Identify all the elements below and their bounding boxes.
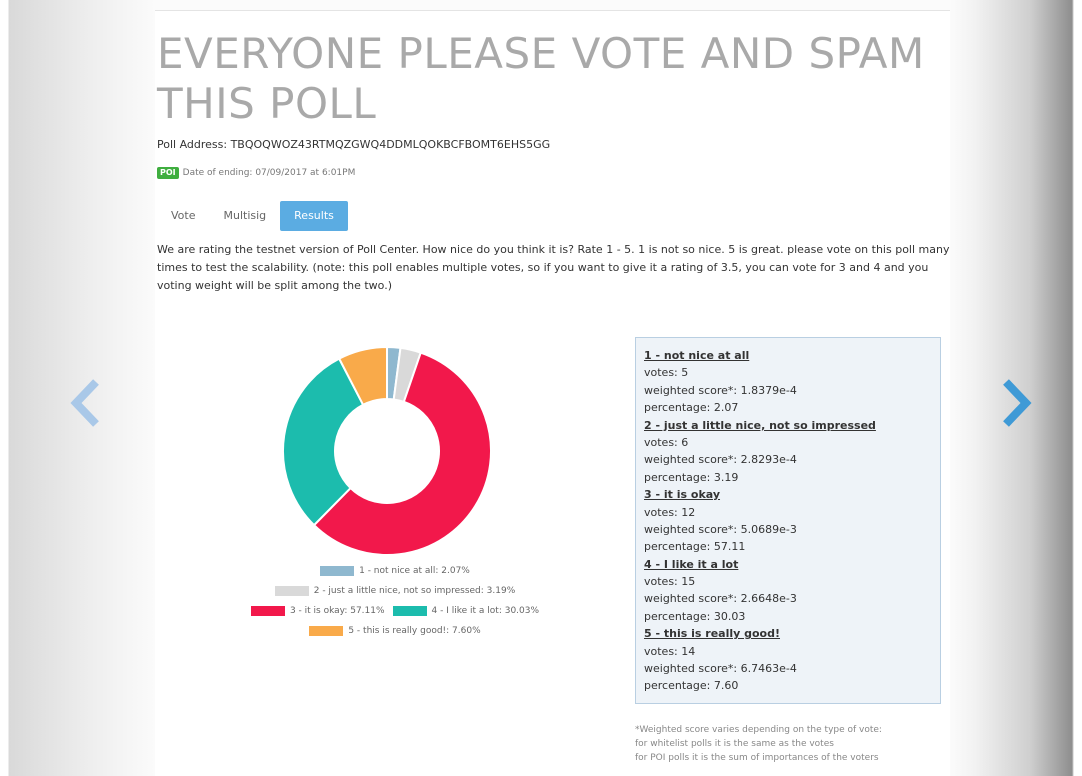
poll-title: EVERYONE PLEASE VOTE AND SPAM THIS POLL: [157, 29, 925, 128]
legend-item-4: 4 - I like it a lot: 30.03%: [392, 606, 540, 616]
legend-swatch-5: [309, 626, 344, 636]
footnote-line-2: for whitelist polls it is the same as th…: [635, 739, 834, 749]
result-votes-1: votes: 5: [644, 366, 689, 380]
result-percentage-1: percentage: 2.07: [644, 401, 739, 415]
result-option-1: 1 - not nice at all votes: 5 weighted sc…: [644, 347, 932, 417]
weighted-score-footnote: *Weighted score varies depending on the …: [635, 723, 941, 765]
previous-arrow[interactable]: [66, 378, 106, 428]
results-chart: 1 - not nice at all: 2.07% 2 - just a li…: [215, 333, 575, 653]
tab-results[interactable]: Results: [280, 201, 348, 231]
result-option-3: 3 - it is okay votes: 12 weighted score*…: [644, 486, 932, 556]
poi-badge: POI: [157, 167, 179, 179]
result-votes-2: votes: 6: [644, 435, 689, 449]
result-option-5: 5 - this is really good! votes: 14 weigh…: [644, 625, 932, 695]
chevron-left-icon: [70, 379, 99, 427]
donut-slice-3[interactable]: [312, 351, 492, 556]
result-weighted-5: weighted score*: 6.7463e-4: [644, 662, 797, 676]
legend-label-1: 1 - not nice at all: 2.07%: [359, 566, 470, 576]
result-title-1: 1 - not nice at all: [644, 349, 750, 362]
results-panel: 1 - not nice at all votes: 5 weighted sc…: [635, 337, 941, 704]
poll-description: We are rating the testnet version of Pol…: [157, 243, 950, 292]
result-percentage-5: percentage: 7.60: [644, 679, 739, 693]
result-option-2: 2 - just a little nice, not so impressed…: [644, 417, 932, 487]
result-votes-5: votes: 14: [644, 644, 696, 658]
result-weighted-3: weighted score*: 5.0689e-3: [644, 522, 797, 536]
legend-swatch-4: [392, 606, 427, 616]
legend-item-3: 3 - it is okay: 57.11%: [250, 606, 385, 616]
result-title-3: 3 - it is okay: [644, 488, 721, 502]
legend-label-5: 5 - this is really good!: 7.60%: [348, 626, 481, 636]
result-weighted-4: weighted score*: 2.6648e-3: [644, 592, 797, 606]
legend-swatch-3: [250, 606, 285, 616]
result-option-4: 4 - I like it a lot votes: 15 weighted s…: [644, 556, 932, 626]
result-title-2: 2 - just a little nice, not so impressed: [644, 418, 876, 432]
result-votes-4: votes: 15: [644, 575, 696, 589]
chart-legend: 1 - not nice at all: 2.07% 2 - just a li…: [215, 561, 575, 641]
legend-swatch-1: [320, 566, 355, 576]
result-percentage-3: percentage: 57.11: [644, 540, 746, 554]
legend-item-1: 1 - not nice at all: 2.07%: [320, 566, 470, 576]
poll-tabs: Vote Multisig Results: [157, 201, 348, 231]
result-title-4: 4 - I like it a lot: [644, 557, 739, 571]
result-weighted-1: weighted score*: 1.8379e-4: [644, 383, 797, 397]
result-percentage-4: percentage: 30.03: [644, 609, 746, 623]
chevron-right-icon: [1003, 379, 1032, 427]
result-votes-3: votes: 12: [644, 505, 696, 519]
legend-item-5: 5 - this is really good!: 7.60%: [309, 626, 481, 636]
footnote-line-1: *Weighted score varies depending on the …: [635, 725, 882, 735]
legend-item-2: 2 - just a little nice, not so impressed…: [274, 586, 516, 596]
result-percentage-2: percentage: 3.19: [644, 470, 739, 484]
donut-chart: [282, 345, 492, 556]
legend-label-3: 3 - it is okay: 57.11%: [289, 606, 385, 616]
result-title-5: 5 - this is really good!: [644, 627, 780, 641]
result-weighted-2: weighted score*: 2.8293e-4: [644, 453, 797, 467]
legend-label-2: 2 - just a little nice, not so impressed…: [313, 586, 516, 596]
footnote-line-3: for POI polls it is the sum of importanc…: [635, 753, 879, 763]
tab-vote[interactable]: Vote: [171, 209, 196, 222]
legend-label-4: 4 - I like it a lot: 30.03%: [431, 606, 540, 616]
donut-slice-4[interactable]: [282, 357, 365, 527]
poll-address: Poll Address: TBQOQWOZ43RTMQZGWQ4DDMLQOK…: [157, 138, 551, 151]
poll-ending-date: Date of ending: 07/09/2017 at 6:01PM: [182, 168, 356, 178]
tab-multisig[interactable]: Multisig: [223, 209, 267, 222]
next-arrow[interactable]: [996, 378, 1036, 428]
poll-ending-row: POI Date of ending: 07/09/2017 at 6:01PM: [157, 167, 355, 179]
donut-slice-5[interactable]: [337, 345, 388, 407]
poll-page: EVERYONE PLEASE VOTE AND SPAM THIS POLL …: [155, 10, 950, 776]
legend-swatch-2: [274, 586, 309, 596]
